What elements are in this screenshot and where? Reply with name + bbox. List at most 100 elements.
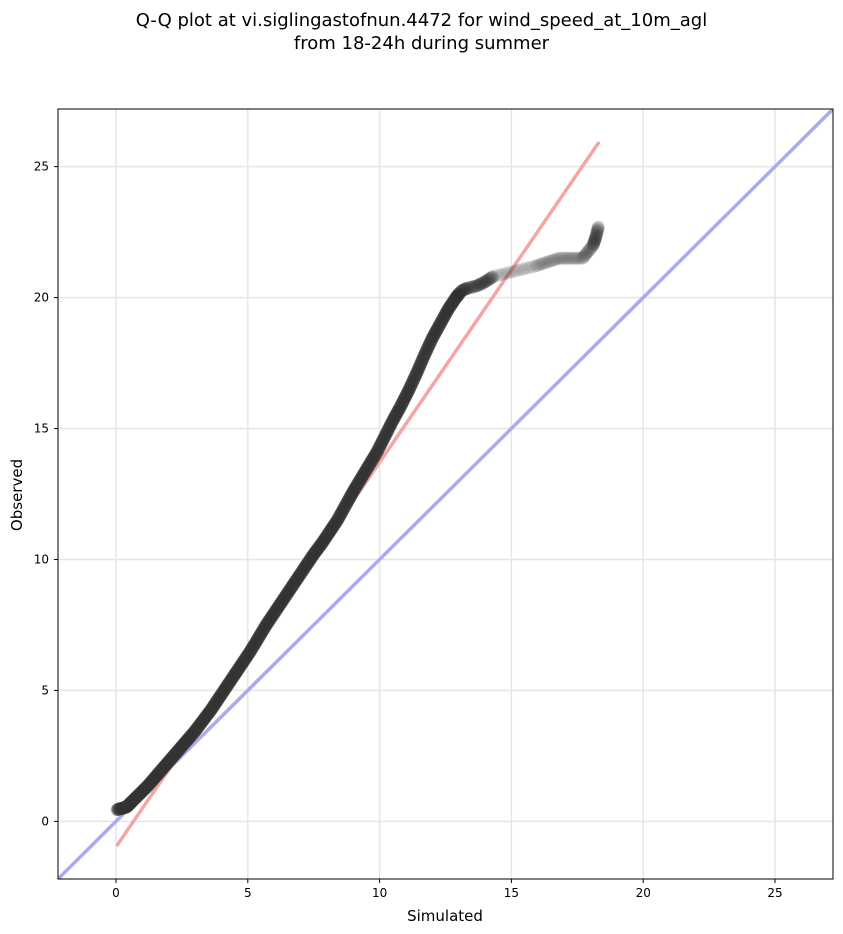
quantile-point [431,321,445,335]
quantile-point [181,733,195,747]
quantile-point [414,356,428,370]
quantile-point [115,801,129,815]
quantile-point [564,251,578,265]
quantile-point [507,264,521,278]
quantile-point [387,411,401,425]
quantile-point [279,588,293,602]
quantile-point [315,536,329,550]
quantile-point [128,792,142,806]
quantile-point [395,396,409,410]
quantile-point [360,462,374,476]
y-tick-label: 5 [41,683,49,697]
quantile-point [377,432,391,446]
quantile-point [121,798,135,812]
quantile-point [306,549,320,563]
quantile-point [121,799,135,813]
quantile-point [123,797,137,811]
quantile-point [146,773,160,787]
quantile-point [439,306,453,320]
quantile-point [330,513,344,527]
quantile-point [151,767,165,781]
quantile-point [149,769,163,783]
quantile-point [302,555,316,569]
quantile-point [584,241,598,255]
quantile-point [481,273,495,287]
quantile-point [234,658,248,672]
quantile-point [453,285,467,299]
quantile-point [484,271,498,285]
quantile-point [282,584,296,598]
quantile-point [137,782,151,796]
quantile-point [133,786,147,800]
quantile-point [268,604,282,618]
quantile-point [327,518,341,532]
quantile-point [548,252,562,266]
quantile-point [283,583,297,597]
quantile-point [130,790,144,804]
quantile-point [155,763,169,777]
quantile-point [154,764,168,778]
quantile-point [371,443,385,457]
quantile-point [570,251,584,265]
quantile-point [427,328,441,342]
quantile-point [313,538,327,552]
quantile-point [388,410,402,424]
quantile-point [420,343,434,357]
quantile-point [120,799,134,813]
quantile-point [365,453,379,467]
quantile-point [281,586,295,600]
quantile-point [374,436,388,450]
quantile-point [352,474,366,488]
y-tick-label: 25 [34,160,49,174]
quantile-point [258,621,272,635]
quantile-point [576,251,590,265]
quantile-point [289,573,303,587]
quantile-point [265,609,279,623]
quantile-point [423,336,437,350]
quantile-point [590,227,604,241]
quantile-point [373,438,387,452]
quantile-point [411,363,425,377]
quantile-point [356,468,370,482]
quantile-point [199,710,213,724]
quantile-point [190,722,204,736]
quantile-point [538,256,552,270]
quantile-point [192,719,206,733]
quantile-point [183,730,197,744]
quantile-point [215,686,229,700]
quantile-point [370,445,384,459]
quantile-point [291,570,305,584]
quantile-point [157,760,171,774]
quantile-point [164,752,178,766]
quantile-point [114,801,128,815]
quantile-point [309,544,323,558]
quantile-point [580,246,594,260]
quantile-point [271,601,285,615]
quantile-point [582,243,596,257]
quantile-point [479,274,493,288]
quantile-point [554,251,568,265]
quantile-point [350,478,364,492]
quantile-point [263,613,277,627]
quantile-point [158,759,172,773]
quantile-point [189,723,203,737]
quantile-point [261,615,275,629]
quantile-point [428,327,442,341]
quantile-point [331,512,345,526]
quantile-point [145,774,159,788]
quantile-point [346,485,360,499]
quantile-point [304,551,318,565]
quantile-point [305,550,319,564]
quantile-point [384,417,398,431]
quantile-point [264,610,278,624]
quantile-point [542,255,556,269]
quantile-point [191,720,205,734]
quantile-point [455,284,469,298]
quantile-point [332,510,346,524]
quantile-point [289,574,303,588]
quantile-point [483,272,497,286]
data-layer [58,109,833,879]
quantile-point [347,483,361,497]
quantile-point [245,642,259,656]
